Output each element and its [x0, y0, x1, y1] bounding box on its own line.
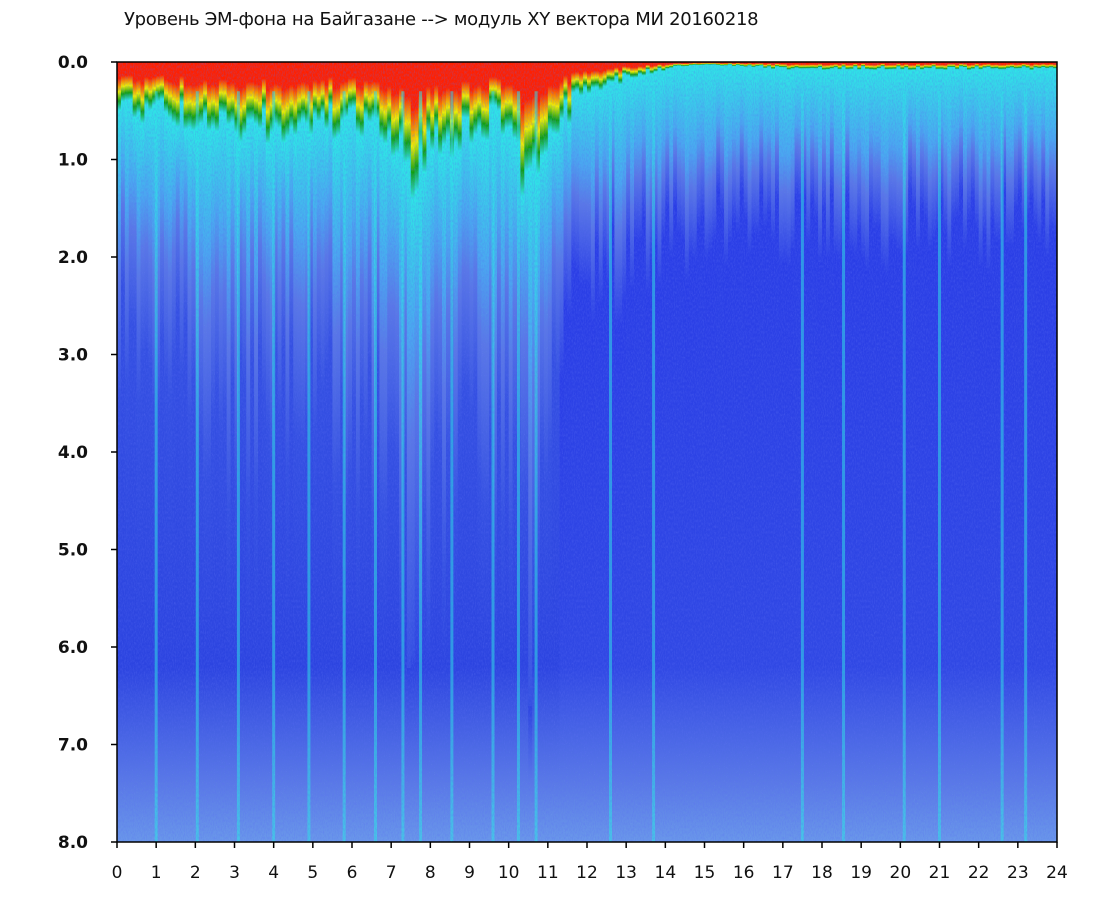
x-tick-label: 17: [772, 863, 794, 883]
x-tick-label: 9: [464, 863, 475, 883]
x-tick-label: 21: [929, 863, 951, 883]
y-tick-label: 3.0: [58, 346, 88, 366]
x-tick-label: 10: [498, 863, 520, 883]
x-tick-label: 0: [112, 863, 123, 883]
x-tick-label: 4: [268, 863, 279, 883]
y-tick-label: 8.0: [58, 833, 88, 853]
x-tick-label: 1: [151, 863, 162, 883]
x-tick-label: 24: [1046, 863, 1068, 883]
x-tick-label: 8: [425, 863, 436, 883]
x-tick-label: 15: [694, 863, 716, 883]
x-tick-label: 5: [307, 863, 318, 883]
y-tick-label: 1.0: [58, 151, 88, 171]
y-tick-label: 5.0: [58, 541, 88, 561]
x-tick-label: 3: [229, 863, 240, 883]
y-tick-label: 6.0: [58, 638, 88, 658]
x-tick-label: 18: [811, 863, 833, 883]
x-tick-label: 12: [576, 863, 598, 883]
y-axis: 0.0 1.0 2.0 3.0 4.0 5.0 6.0 7.0 8.0: [58, 53, 117, 853]
heatmap-speckle: [117, 62, 1057, 842]
x-tick-label: 14: [655, 863, 677, 883]
x-tick-label: 2: [190, 863, 201, 883]
x-tick-label: 16: [733, 863, 755, 883]
x-tick-label: 20: [890, 863, 912, 883]
x-tick-label: 23: [1007, 863, 1029, 883]
x-tick-label: 13: [615, 863, 637, 883]
chart-title: Уровень ЭМ-фона на Байгазане --> модуль …: [124, 9, 759, 30]
y-tick-label: 4.0: [58, 443, 88, 463]
x-tick-label: 19: [850, 863, 872, 883]
heatmap-plot-area: [117, 62, 1057, 842]
x-tick-label: 22: [968, 863, 990, 883]
y-tick-label: 2.0: [58, 248, 88, 268]
x-tick-label: 6: [347, 863, 358, 883]
y-tick-label: 7.0: [58, 736, 88, 756]
x-tick-label: 7: [386, 863, 397, 883]
x-axis: 0 1 2 3 4 5 6 7 8 9 10 11 12 13 14 15 16 17 18 19 20 21 22 23 24: [112, 842, 1068, 883]
x-tick-label: 11: [537, 863, 559, 883]
y-tick-label: 0.0: [58, 53, 88, 73]
